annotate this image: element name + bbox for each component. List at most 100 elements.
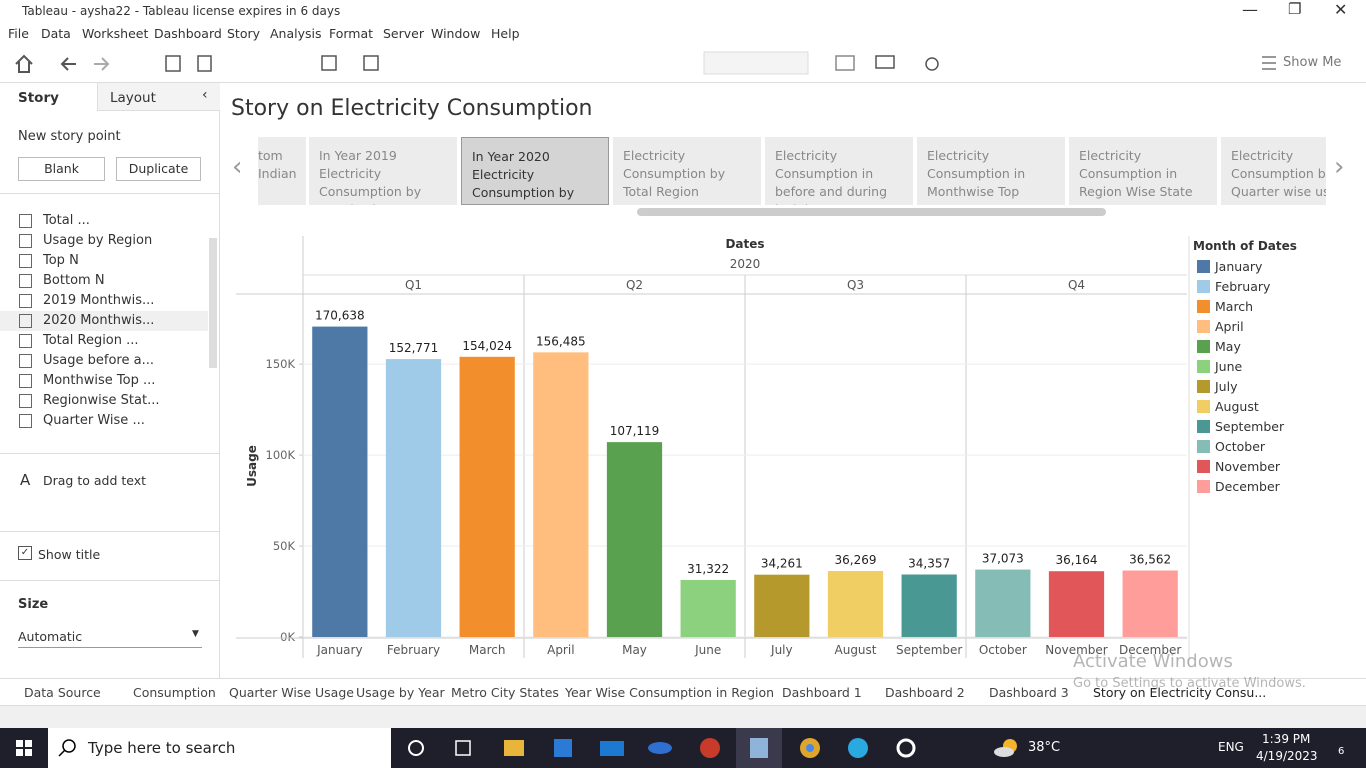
sheet-tab[interactable]: Story on Electricity Consu...	[1093, 685, 1267, 700]
collapse[interactable]: ‹	[202, 87, 208, 103]
menu-item[interactable]: Data	[41, 26, 71, 41]
header: Dates	[725, 237, 764, 251]
size-value[interactable]: Automatic	[18, 629, 83, 644]
close[interactable]: ✕	[1334, 0, 1348, 19]
story-point[interactable]: tom Indian	[258, 137, 306, 205]
legend-label: July	[1214, 379, 1238, 394]
taskbar: Type here to search 38°C ENG 1:39 PM 4/1…	[0, 728, 1366, 768]
sheet-name: Top N	[43, 253, 79, 268]
search-box[interactable]: Type here to search	[88, 739, 236, 757]
legend-swatch	[1197, 400, 1210, 413]
story-points: tom Indian In Year 2019 Electricity Consu…	[258, 137, 1326, 205]
sheet-item[interactable]: Total ...	[0, 211, 208, 231]
divider	[0, 193, 219, 194]
tab-story[interactable]: Story	[0, 83, 97, 113]
sheet-name: Bottom N	[43, 273, 105, 288]
language[interactable]: ENG	[1218, 740, 1244, 754]
sheet-item[interactable]: Bottom N	[0, 271, 208, 291]
sheet-item[interactable]: Usage before a...	[0, 351, 208, 371]
minimize[interactable]: —	[1242, 0, 1258, 19]
legend-swatch	[1197, 360, 1210, 373]
y-tick-label: 100K	[266, 448, 296, 462]
legend-label: January	[1214, 259, 1263, 274]
sheet-tab[interactable]: Dashboard 2	[885, 685, 965, 700]
sheet-item[interactable]: Regionwise Stat...	[0, 391, 208, 411]
sheet-item[interactable]: Usage by Region	[0, 231, 208, 251]
story-point[interactable]: Electricity Consumption by Quarter wise …	[1221, 137, 1326, 205]
legend-swatch	[1197, 280, 1210, 293]
sheet-tab[interactable]: Dashboard 1	[782, 685, 862, 700]
bar	[901, 574, 957, 637]
bar	[975, 569, 1031, 637]
menu-item[interactable]: File	[8, 26, 29, 41]
tab-layout[interactable]: Layout ‹	[97, 83, 220, 111]
prev-arrow[interactable]: ‹	[232, 152, 243, 182]
duplicate-button[interactable]: Duplicate	[116, 157, 201, 181]
x-tick-label: November	[1045, 643, 1107, 657]
story-point[interactable]: In Year 2019 Electricity Consumption by …	[309, 137, 457, 205]
toolbar-icons	[15, 51, 1276, 75]
x-tick-label: March	[469, 643, 506, 657]
sheet-item[interactable]: 2019 Monthwis...	[0, 291, 208, 311]
legend-swatch	[1197, 320, 1210, 333]
menu-item[interactable]: Dashboard	[154, 26, 222, 41]
story-scrollbar[interactable]	[637, 208, 1106, 216]
menu-item[interactable]: Format	[329, 26, 374, 41]
menu-item[interactable]: Help	[491, 26, 520, 41]
legend-label: August	[1215, 399, 1259, 414]
legend-label: June	[1214, 359, 1243, 374]
menu-item[interactable]: Worksheet	[82, 26, 149, 41]
story-point[interactable]: Electricity Consumption in Region Wise S…	[1069, 137, 1217, 205]
story-point[interactable]: Electricity Consumption in Monthwise Top	[917, 137, 1065, 205]
sheet-item[interactable]: Monthwise Top ...	[0, 371, 208, 391]
bar	[459, 356, 515, 637]
menu-item[interactable]: Story	[227, 26, 261, 41]
taskbar-icons	[16, 728, 1017, 768]
dropdown-arrow[interactable]: ▼	[192, 629, 199, 639]
blank-button[interactable]: Blank	[18, 157, 105, 181]
show-me[interactable]: Show Me	[1283, 55, 1342, 70]
watermark-text: Go to Settings to activate Windows.	[1073, 676, 1306, 691]
value-label: 31,322	[687, 562, 729, 576]
sheet-name: Monthwise Top ...	[43, 373, 156, 388]
sheet-tab[interactable]: Year Wise Consumption in Region	[565, 685, 775, 700]
checkbox[interactable]: ✓	[18, 546, 32, 560]
sheet-list: Total ... Usage by Region Top N Bottom N 201…	[0, 211, 208, 443]
value-label: 107,119	[610, 424, 660, 438]
time[interactable]: 1:39 PM	[1262, 732, 1311, 746]
legend-label: March	[1215, 299, 1253, 314]
story-point[interactable]: In Year 2020 Electricity Consumption by …	[461, 137, 609, 205]
scrollbar[interactable]	[209, 238, 217, 368]
sheet-icon	[19, 374, 32, 388]
menu-item[interactable]: Analysis	[270, 26, 322, 41]
sheet-item[interactable]: Top N	[0, 251, 208, 271]
sheet-item[interactable]: Quarter Wise ...	[0, 411, 208, 431]
restore[interactable]: ❐	[1288, 0, 1302, 18]
sheet-name: Usage by Region	[43, 233, 153, 248]
value-label: 152,771	[389, 341, 439, 355]
sheet-icon	[19, 414, 32, 428]
drag-text[interactable]: Drag to add text	[43, 473, 147, 488]
notification-count[interactable]: 6	[1338, 746, 1345, 757]
sheet-tab[interactable]: Usage by Year	[356, 685, 445, 700]
x-tick-label: October	[979, 643, 1027, 657]
story-point[interactable]: Electricity Consumption in before and du…	[765, 137, 913, 205]
legend-swatch	[1197, 260, 1210, 273]
legend-swatch	[1197, 340, 1210, 353]
sheet-tab[interactable]: Metro City States	[451, 685, 559, 700]
title-bar: Tableau - aysha22 - Tableau license expi…	[0, 0, 1366, 22]
sheet-tab[interactable]: Quarter Wise Usage	[229, 685, 354, 700]
next-arrow[interactable]: ›	[1334, 152, 1345, 182]
menu-item[interactable]: Window	[431, 26, 481, 41]
story-point[interactable]: Electricity Consumption by Total Region	[613, 137, 761, 205]
sheet-tab[interactable]: Consumption	[133, 685, 216, 700]
sheet-icon	[19, 394, 32, 408]
date[interactable]: 4/19/2023	[1256, 749, 1318, 763]
sheet-tab[interactable]: Data Source	[24, 685, 101, 700]
sheet-item[interactable]: 2020 Monthwis...	[0, 311, 208, 331]
legend-label: December	[1215, 479, 1281, 494]
quarter-label: Q1	[405, 278, 422, 292]
menu-item[interactable]: Server	[383, 26, 424, 41]
sheet-item[interactable]: Total Region ...	[0, 331, 208, 351]
sheet-tab[interactable]: Dashboard 3	[989, 685, 1069, 700]
